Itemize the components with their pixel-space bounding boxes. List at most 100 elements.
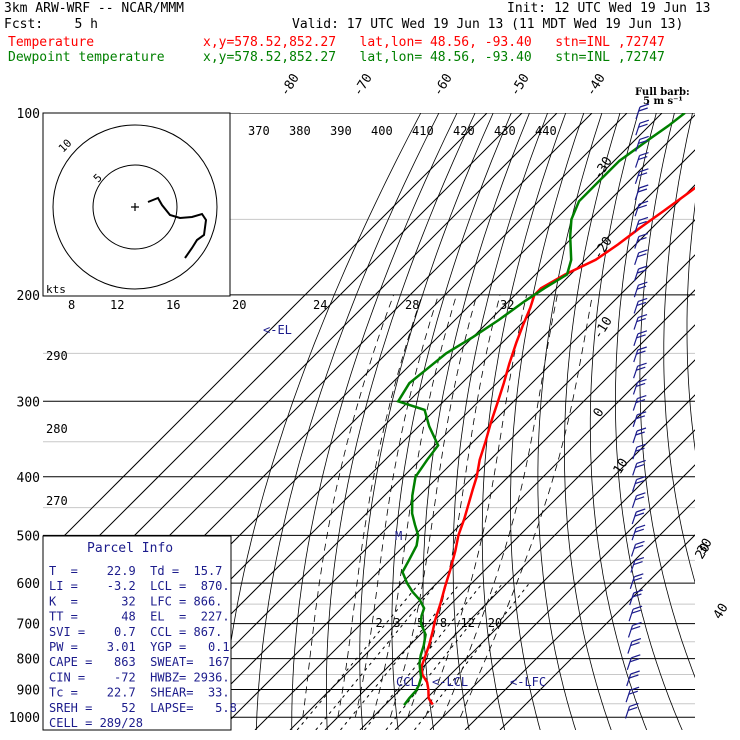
wind-barb-staff	[625, 690, 631, 703]
valid-time: Valid: 17 UTC Wed 19 Jun 13 (11 MDT Wed …	[292, 17, 684, 32]
pressure-tick-label: 800	[17, 653, 40, 668]
wind-barb-staff	[635, 106, 641, 120]
wind-barb-staff	[633, 333, 639, 346]
wind-barb	[631, 508, 646, 525]
dry-adiabat-line	[564, 113, 621, 730]
mixing-ratio-label: 8	[440, 616, 447, 630]
wind-barb	[632, 443, 647, 460]
wind-barb-flags	[638, 152, 649, 161]
wind-barb-staff	[634, 171, 640, 184]
level-annotation: <-LFC	[510, 675, 546, 689]
wind-barb-flags	[630, 638, 642, 647]
pressure-tick-label: 300	[17, 395, 40, 410]
wind-barb-flags	[629, 654, 641, 663]
init-time: Init: 12 UTC Wed 19 Jun 13	[507, 1, 711, 16]
parcel-info-row: T = 22.9 Td = 15.7	[49, 564, 222, 578]
pressure-tick-label: 200	[17, 289, 40, 304]
theta-label: 290	[46, 349, 68, 363]
wind-barb-staff	[632, 398, 638, 411]
hodograph-range-label: 12	[110, 298, 124, 312]
dewpoint-profile-line	[396, 113, 686, 706]
mixing-ratio-label: 3	[393, 616, 400, 630]
dewpoint-legend: Dewpoint temperature	[8, 50, 165, 65]
dry-adiabat-line	[326, 113, 476, 730]
wind-barb	[634, 233, 648, 249]
wind-barb-flags	[635, 476, 646, 485]
hodograph-ring-outer	[52, 124, 218, 290]
wind-barb	[630, 540, 645, 557]
hodograph-ring-inner	[92, 164, 178, 250]
level-annotation: CCL	[396, 675, 418, 689]
wind-barb	[635, 119, 650, 136]
wind-barb-flags	[637, 216, 649, 225]
parcel-info-row: CELL = 289/28	[49, 716, 143, 730]
wind-barb	[631, 524, 646, 541]
hodograph-speed-label: 440	[535, 124, 557, 138]
hodograph-units-label: kts	[46, 283, 66, 296]
isotherm-line	[359, 394, 695, 730]
wind-barb-flags	[636, 297, 648, 306]
wind-barb-flags	[631, 621, 642, 630]
wind-barb-staff	[632, 463, 638, 476]
wind-barb	[633, 265, 648, 282]
wind-barb	[634, 216, 649, 233]
mixing-ratio-label: 2	[375, 616, 382, 630]
dry-adiabat-line	[537, 113, 603, 730]
wind-barb	[630, 557, 645, 573]
wind-barb	[635, 135, 649, 152]
wind-barb	[633, 281, 648, 298]
wind-barb	[626, 670, 640, 687]
mixing-ratio-line	[315, 582, 438, 730]
wind-barb-flags	[636, 330, 648, 339]
wind-barb	[634, 152, 649, 168]
wind-barb-flags	[634, 540, 645, 549]
hodograph-speed-label: 370	[248, 124, 270, 138]
wind-barb	[635, 103, 650, 120]
mixing-ratio-line	[385, 582, 504, 730]
wind-barb-flags	[633, 557, 645, 566]
wind-barb-staff	[635, 139, 641, 152]
wind-barb	[628, 605, 643, 622]
hodograph-range-label: 8	[68, 298, 75, 312]
wind-barb	[633, 297, 648, 314]
level-annotation: <-EL	[263, 323, 292, 337]
dry-adiabat-line	[639, 113, 695, 679]
moist-adiabat-line	[389, 294, 478, 718]
wind-barb-flags	[631, 605, 643, 614]
isotherm-line	[43, 113, 523, 593]
pressure-tick-label: 100	[17, 107, 40, 122]
wind-barb	[632, 411, 647, 427]
wind-barb	[633, 314, 648, 330]
wind-barb-staff	[633, 301, 639, 314]
temperature-profile-line	[420, 186, 695, 706]
mixing-ratio-line	[340, 582, 461, 730]
hodograph-frame	[42, 112, 231, 297]
wind-barb-staff	[631, 495, 637, 508]
wind-barb-staff	[634, 220, 640, 233]
dry-adiabat-line	[663, 113, 695, 584]
wind-barb	[633, 330, 648, 346]
parcel-info-row: SVI = 0.7 CCL = 867.	[49, 625, 222, 639]
parcel-info-row: LI = -3.2 LCL = 870.	[49, 579, 230, 593]
isotherm-line	[149, 184, 695, 730]
wind-barb-flags	[635, 378, 647, 387]
wind-barb	[634, 249, 648, 265]
wind-barb-staff	[632, 447, 638, 460]
hodograph-speed-label: 420	[453, 124, 475, 138]
mixing-ratio-label: 12	[461, 616, 475, 630]
wind-barb	[632, 378, 647, 395]
moist-adiabat-line	[424, 294, 527, 718]
wind-barb	[632, 395, 647, 411]
wind-barb	[632, 459, 646, 476]
dry-adiabat-line	[686, 202, 695, 452]
dry-adiabat-line	[391, 113, 512, 730]
moist-adiabat-line	[459, 294, 593, 718]
dry-adiabat-line	[359, 113, 494, 730]
forecast-hour: Fcst: 5 h	[4, 17, 98, 32]
wind-barb-flags	[637, 249, 648, 258]
wind-barb-flags	[638, 119, 650, 128]
isotherm-line	[499, 534, 695, 730]
isotherm-label: 10	[611, 456, 632, 477]
wind-barb	[627, 638, 642, 654]
wind-barb-flags	[637, 184, 649, 193]
